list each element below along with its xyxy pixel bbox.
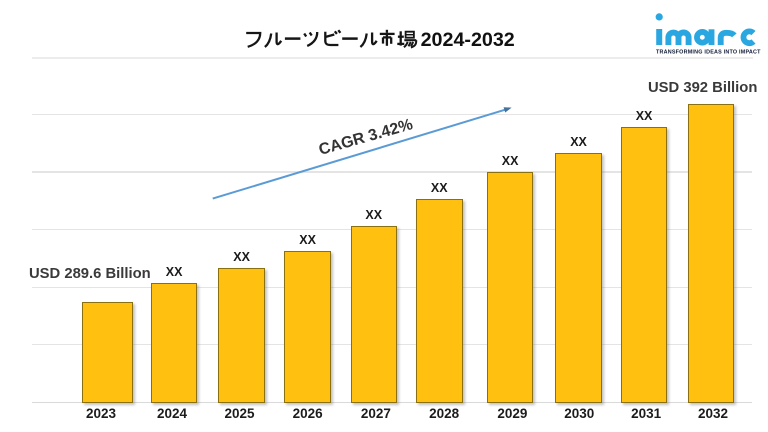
svg-text:TRANSFORMING IDEAS INTO IMPACT: TRANSFORMING IDEAS INTO IMPACT: [656, 49, 761, 55]
